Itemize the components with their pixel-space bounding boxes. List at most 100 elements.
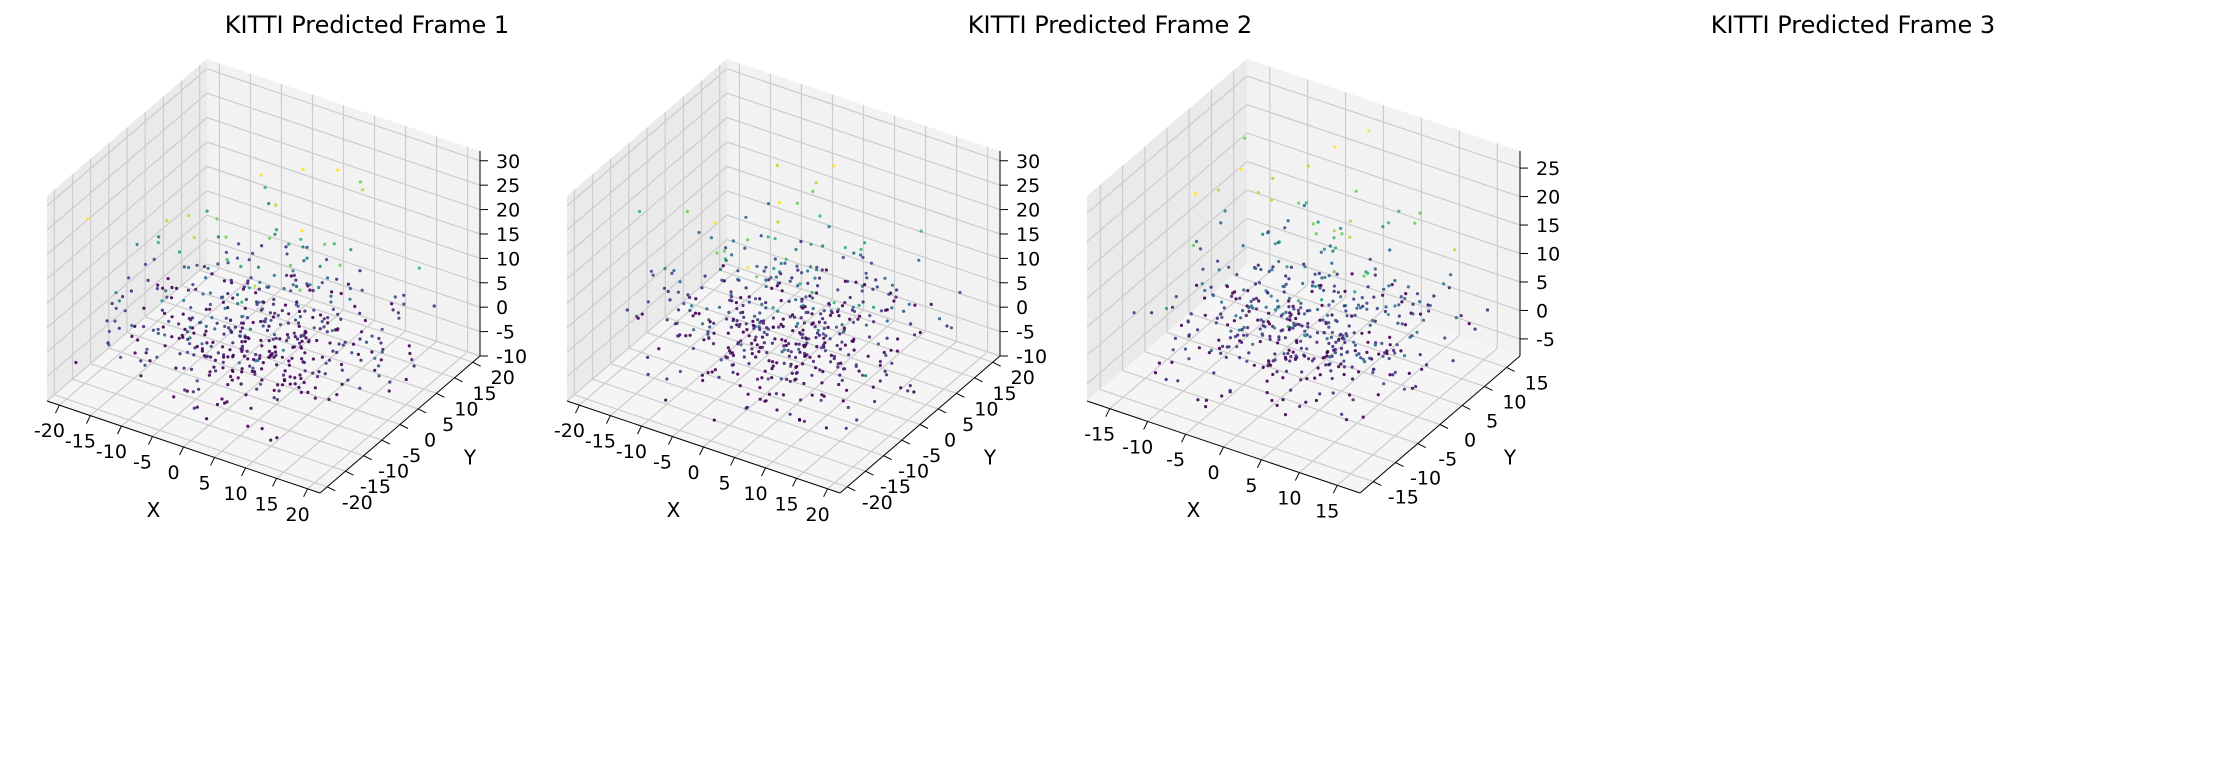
y-tick-label: 0 xyxy=(1464,430,1476,452)
scatter-point xyxy=(1284,369,1289,373)
scatter-point xyxy=(197,387,201,391)
scatter-point xyxy=(299,376,303,381)
scatter-point xyxy=(302,380,306,385)
scatter-point xyxy=(1241,244,1245,248)
z-tick-label: 15 xyxy=(1536,215,1560,237)
scatter-point xyxy=(873,399,877,404)
x-tick-label: 10 xyxy=(1277,488,1301,510)
x-tick xyxy=(272,478,278,487)
scatter-point xyxy=(1388,373,1392,377)
scatter-point xyxy=(358,337,362,341)
scatter-point xyxy=(245,349,249,353)
scatter-point xyxy=(783,261,787,265)
scatter-point xyxy=(702,338,706,342)
scatter-point xyxy=(1356,303,1361,307)
z-gridline xyxy=(726,117,1001,211)
scatter-point xyxy=(1322,247,1326,251)
scatter-point xyxy=(287,363,291,367)
y-tick xyxy=(327,486,336,492)
scatter-point xyxy=(1317,271,1321,276)
scatter-point xyxy=(1267,359,1271,363)
scatter-point xyxy=(1324,322,1328,326)
scatter-point xyxy=(1251,342,1255,346)
scatter-point xyxy=(1393,279,1397,283)
scatter-point xyxy=(1289,388,1293,392)
z-gridline xyxy=(1086,132,1248,271)
scatter-point xyxy=(107,329,111,333)
scatter-point xyxy=(364,340,369,344)
scatter-point xyxy=(1366,340,1370,344)
z-gridline xyxy=(46,117,208,256)
scatter-point xyxy=(863,241,867,245)
scatter-point xyxy=(1353,290,1357,294)
scatter-point xyxy=(1291,304,1295,308)
scatter-point xyxy=(1219,312,1223,316)
scatter-point xyxy=(340,382,344,386)
scatter-point xyxy=(308,288,312,292)
scatter-point xyxy=(396,311,400,315)
scatter-point xyxy=(797,342,801,346)
z-gridline xyxy=(206,165,481,259)
scatter-point xyxy=(287,312,291,316)
scatter-point xyxy=(1269,294,1273,298)
scatter-point xyxy=(842,326,847,330)
scatter-point xyxy=(902,309,906,313)
scatter-point xyxy=(1275,299,1280,303)
scatter-point xyxy=(691,346,696,351)
scatter-point xyxy=(717,375,721,379)
scatter-point xyxy=(1270,268,1274,272)
scatter-point xyxy=(349,248,353,252)
scatter-point xyxy=(1348,235,1352,239)
scatter-point xyxy=(335,350,339,355)
scatter-point xyxy=(1207,351,1211,355)
scatter-point xyxy=(744,406,748,410)
scatter-point xyxy=(1335,272,1339,276)
scatter-point xyxy=(165,219,169,223)
scatter-point xyxy=(794,355,798,360)
scatter-point xyxy=(301,245,305,249)
scatter-point xyxy=(373,356,377,360)
scatter-point xyxy=(810,296,815,300)
scatter-point xyxy=(1316,220,1320,224)
scatter-point xyxy=(1321,318,1325,322)
scatter-point xyxy=(1386,221,1391,225)
scatter-point xyxy=(1196,328,1200,332)
scatter-point xyxy=(758,327,762,331)
scatter-point xyxy=(895,288,899,292)
scatter-point xyxy=(291,345,295,349)
scatter-point xyxy=(1295,356,1299,360)
scatter-point xyxy=(775,361,779,365)
scatter-point xyxy=(200,349,204,353)
scatter-point xyxy=(235,293,240,297)
scatter-point xyxy=(1332,229,1336,233)
scatter-point xyxy=(1176,379,1180,383)
scatter-point xyxy=(843,279,847,283)
scatter-point xyxy=(288,263,293,267)
scatter-point xyxy=(192,331,196,335)
scatter-point xyxy=(1297,201,1301,205)
scatter-point xyxy=(178,352,182,356)
scatter-point xyxy=(822,394,826,398)
scatter-point xyxy=(764,306,768,310)
x-tick xyxy=(117,425,122,435)
scatter-point xyxy=(1333,347,1337,352)
scatter-point xyxy=(843,246,847,250)
y-tick xyxy=(399,424,409,429)
z-gridline xyxy=(726,263,1001,357)
scatter-point xyxy=(1359,306,1363,310)
scatter-point xyxy=(832,164,836,168)
z-gridline xyxy=(46,263,208,402)
scatter-point xyxy=(260,378,264,382)
scatter-point xyxy=(285,252,289,256)
scatter-point xyxy=(313,386,317,390)
scatter-point xyxy=(263,320,267,324)
scatter-point xyxy=(917,258,921,262)
scatter-point xyxy=(183,327,187,331)
scatter-point xyxy=(1373,273,1377,277)
scatter-point xyxy=(273,232,277,236)
scatter-point xyxy=(810,312,814,316)
scatter-point xyxy=(215,402,220,407)
scatter-point xyxy=(1200,282,1204,286)
scatter-point xyxy=(878,359,883,364)
scatter-point xyxy=(191,390,195,394)
